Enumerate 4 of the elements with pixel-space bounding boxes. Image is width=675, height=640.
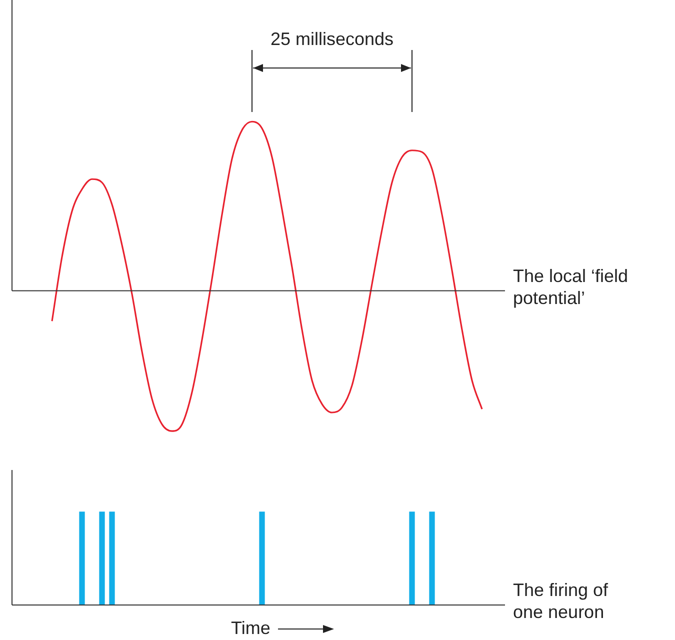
x-axis-title: Time (231, 618, 270, 639)
text: The firing of one neuron (513, 579, 610, 623)
text: 25 milliseconds (269, 28, 395, 50)
text: The local ‘field potential’ (513, 264, 630, 309)
